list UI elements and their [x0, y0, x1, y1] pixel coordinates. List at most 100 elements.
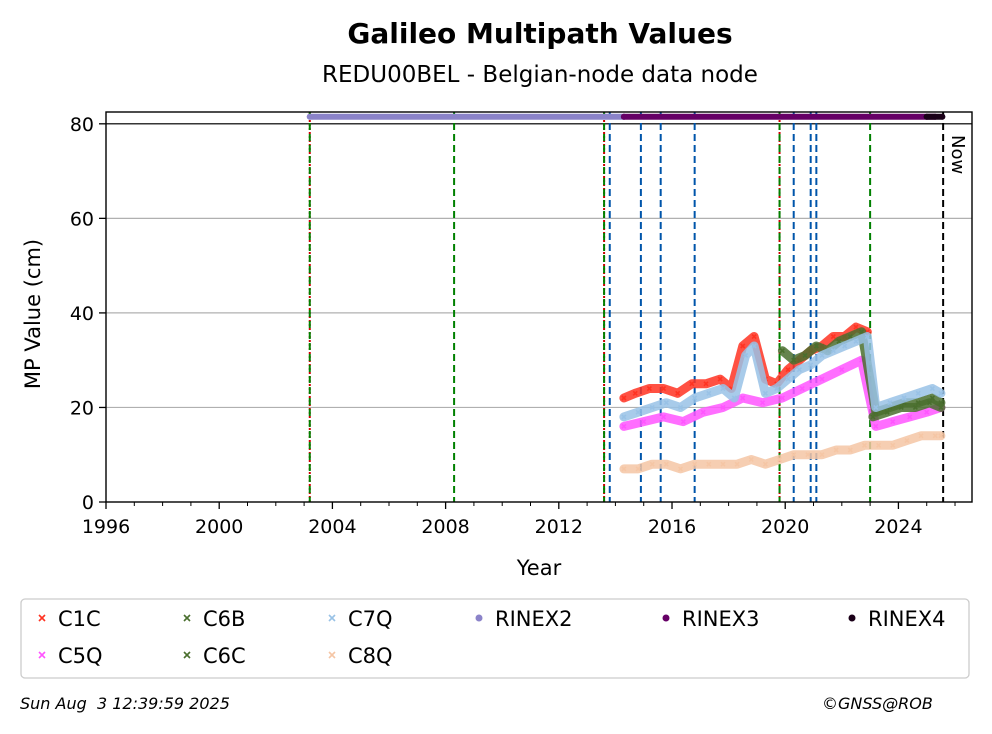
x-tick-label: 2020 — [761, 516, 809, 538]
data-point — [870, 414, 876, 420]
data-point — [884, 409, 890, 415]
now-label: Now — [947, 135, 968, 174]
legend-marker — [328, 651, 336, 659]
data-point — [675, 390, 681, 396]
data-point — [847, 333, 853, 340]
x-tick-label: 2004 — [308, 516, 356, 538]
data-point — [646, 385, 652, 392]
data-point — [641, 419, 647, 425]
data-point — [819, 376, 825, 382]
data-point — [890, 442, 896, 448]
data-point — [743, 352, 749, 359]
legend-label: C6C — [203, 644, 246, 668]
data-point — [923, 113, 930, 120]
data-point — [836, 338, 842, 344]
data-point — [819, 352, 825, 359]
data-point — [779, 348, 785, 354]
legend-label: C5Q — [58, 644, 103, 668]
data-point — [689, 381, 695, 387]
data-point — [717, 376, 723, 382]
data-point — [680, 419, 686, 425]
data-point — [663, 400, 669, 406]
legend-marker — [183, 651, 191, 659]
legend-box — [20, 598, 970, 679]
x-tick-label: 2000 — [195, 516, 243, 538]
data-point — [785, 367, 791, 373]
data-point — [734, 461, 740, 467]
credit: ©GNSS@ROB — [822, 694, 933, 713]
legend-item-rinex3: RINEX3 — [662, 607, 760, 631]
data-point — [876, 442, 882, 448]
data-point — [660, 414, 667, 420]
grid-lines — [106, 123, 972, 409]
data-point — [887, 400, 893, 406]
data-point — [833, 447, 839, 453]
data-point — [762, 461, 768, 467]
y-tick-label: 60 — [70, 208, 94, 230]
legend-label: C7Q — [348, 607, 393, 631]
data-point — [915, 390, 921, 396]
data-point — [663, 461, 669, 467]
axes: 0 20 40 60 80 1996 2000 2004 2008 2012 2016 2020 202… — [70, 114, 956, 538]
legend-item-c1c: C1C — [38, 607, 101, 631]
data-point — [853, 324, 859, 330]
data-point — [621, 414, 627, 420]
legend-marker — [328, 614, 336, 622]
data-point — [830, 333, 836, 340]
data-point — [748, 456, 754, 463]
data-point — [938, 390, 944, 396]
data-point — [692, 395, 698, 401]
data-point — [785, 376, 791, 382]
legend-marker — [848, 614, 856, 622]
data-point — [720, 404, 726, 411]
legend-label: RINEX3 — [682, 607, 760, 631]
legend-marker — [38, 614, 46, 622]
data-point — [740, 343, 746, 349]
data-point — [813, 343, 819, 349]
data-point — [649, 461, 655, 467]
timestamp: Sun Aug 3 12:39:59 2025 — [20, 694, 230, 713]
data-point — [774, 385, 780, 392]
data-point — [779, 395, 785, 401]
x-axis-label: Year — [516, 556, 562, 580]
legend-item-c6c: C6C — [183, 644, 246, 668]
y-tick-label: 20 — [70, 397, 94, 419]
y-tick-label: 80 — [70, 114, 94, 136]
data-point — [864, 333, 870, 340]
series-c8q — [619, 431, 946, 474]
data-point — [703, 381, 709, 387]
data-point — [808, 362, 814, 368]
plot-frame — [105, 111, 973, 503]
data-point — [692, 461, 698, 467]
data-point — [799, 385, 805, 392]
data-point — [873, 404, 879, 411]
x-tick-label: 1996 — [82, 516, 130, 538]
event-lines — [308, 112, 945, 502]
legend-marker — [183, 614, 191, 622]
data-point — [791, 357, 797, 363]
data-point — [839, 367, 845, 373]
data-point — [926, 400, 933, 406]
y-tick-label: 0 — [82, 492, 94, 514]
data-point — [760, 400, 766, 406]
data-point — [677, 466, 684, 472]
data-point — [776, 456, 783, 463]
chart-title: Galileo Multipath Values — [347, 17, 732, 50]
legend-item-c7q: C7Q — [328, 607, 393, 631]
data-point — [751, 343, 757, 349]
data-point — [929, 385, 935, 392]
data-point — [621, 395, 627, 401]
legend: C1C C6B C7Q RINEX2 RINEX3 RINEX4 C5Q C6C C8Q — [38, 607, 946, 668]
data-point — [802, 352, 808, 359]
data-point — [805, 452, 811, 458]
data-point — [901, 395, 907, 401]
data-point — [791, 452, 797, 458]
legend-item-rinex4: RINEX4 — [848, 607, 946, 631]
data-point — [912, 404, 918, 411]
data-point — [932, 433, 938, 439]
legend-item-rinex2: RINEX2 — [475, 607, 573, 631]
data-point — [861, 442, 868, 448]
data-point — [635, 409, 641, 415]
x-tick-label: 2024 — [874, 516, 922, 538]
